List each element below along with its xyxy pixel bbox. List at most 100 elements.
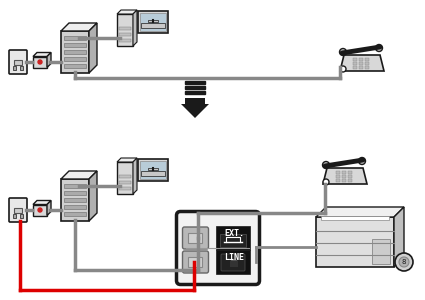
FancyBboxPatch shape: [14, 208, 22, 213]
Circle shape: [395, 253, 413, 271]
Bar: [140, 13, 166, 31]
Bar: [359, 62, 363, 65]
Bar: [365, 62, 369, 65]
Bar: [61, 31, 89, 73]
Text: EXT.: EXT.: [224, 230, 244, 238]
Bar: [342, 175, 346, 178]
Bar: [348, 179, 352, 182]
Bar: [148, 168, 158, 170]
Bar: [119, 181, 131, 184]
FancyBboxPatch shape: [9, 50, 27, 74]
Circle shape: [340, 49, 346, 56]
Bar: [185, 81, 205, 84]
Bar: [148, 20, 158, 22]
Circle shape: [340, 66, 346, 72]
Bar: [216, 226, 250, 250]
Polygon shape: [133, 10, 137, 46]
Bar: [119, 187, 131, 190]
Bar: [372, 239, 390, 264]
Circle shape: [399, 257, 409, 267]
FancyBboxPatch shape: [189, 257, 202, 267]
Bar: [359, 58, 363, 61]
Polygon shape: [133, 158, 137, 194]
Text: 8: 8: [402, 259, 406, 265]
Circle shape: [38, 60, 42, 64]
Bar: [321, 216, 389, 220]
FancyBboxPatch shape: [9, 198, 27, 222]
Circle shape: [323, 179, 329, 185]
Bar: [140, 161, 166, 179]
FancyBboxPatch shape: [221, 254, 245, 271]
Bar: [138, 159, 168, 181]
Bar: [64, 36, 86, 40]
Bar: [138, 11, 168, 33]
Bar: [353, 58, 357, 61]
Bar: [336, 171, 340, 174]
Bar: [141, 171, 165, 176]
Polygon shape: [89, 23, 97, 73]
FancyBboxPatch shape: [189, 233, 202, 243]
Polygon shape: [340, 55, 384, 71]
Bar: [61, 179, 89, 221]
Circle shape: [230, 259, 238, 267]
FancyBboxPatch shape: [176, 212, 260, 284]
Bar: [342, 179, 346, 182]
Bar: [20, 66, 23, 70]
Bar: [348, 175, 352, 178]
Bar: [119, 27, 131, 30]
Polygon shape: [47, 52, 51, 68]
Bar: [359, 66, 363, 69]
Bar: [117, 14, 133, 46]
Bar: [316, 217, 394, 267]
Polygon shape: [394, 207, 404, 267]
Bar: [64, 205, 86, 209]
Bar: [119, 39, 131, 42]
Bar: [353, 66, 357, 69]
Bar: [64, 191, 86, 195]
Polygon shape: [33, 52, 51, 56]
Bar: [353, 62, 357, 65]
Bar: [119, 33, 131, 36]
Bar: [342, 171, 346, 174]
Bar: [20, 214, 23, 218]
Polygon shape: [117, 158, 137, 162]
Bar: [64, 57, 86, 61]
Bar: [365, 66, 369, 69]
Polygon shape: [316, 207, 404, 217]
FancyArrow shape: [181, 98, 209, 118]
Text: LINE: LINE: [224, 254, 244, 262]
Bar: [230, 261, 238, 267]
FancyBboxPatch shape: [14, 60, 22, 65]
Bar: [64, 212, 86, 216]
Bar: [13, 66, 16, 70]
Bar: [220, 234, 246, 247]
Bar: [348, 171, 352, 174]
Bar: [64, 43, 86, 47]
Circle shape: [359, 158, 366, 164]
Bar: [33, 56, 47, 68]
Bar: [141, 23, 165, 28]
Bar: [64, 64, 86, 68]
Bar: [216, 250, 250, 274]
Bar: [336, 179, 340, 182]
Bar: [185, 91, 205, 94]
Polygon shape: [33, 200, 51, 205]
Bar: [336, 175, 340, 178]
Polygon shape: [117, 10, 137, 14]
Bar: [64, 198, 86, 202]
Bar: [185, 86, 205, 89]
Bar: [64, 50, 86, 54]
Bar: [33, 205, 47, 215]
Polygon shape: [323, 168, 367, 184]
Circle shape: [38, 208, 42, 212]
Circle shape: [323, 161, 329, 169]
Circle shape: [376, 44, 382, 52]
Polygon shape: [47, 200, 51, 215]
Polygon shape: [61, 171, 97, 179]
Bar: [119, 175, 131, 178]
Bar: [365, 58, 369, 61]
Polygon shape: [89, 171, 97, 221]
FancyBboxPatch shape: [182, 227, 209, 249]
FancyBboxPatch shape: [182, 251, 209, 273]
Bar: [117, 162, 133, 194]
